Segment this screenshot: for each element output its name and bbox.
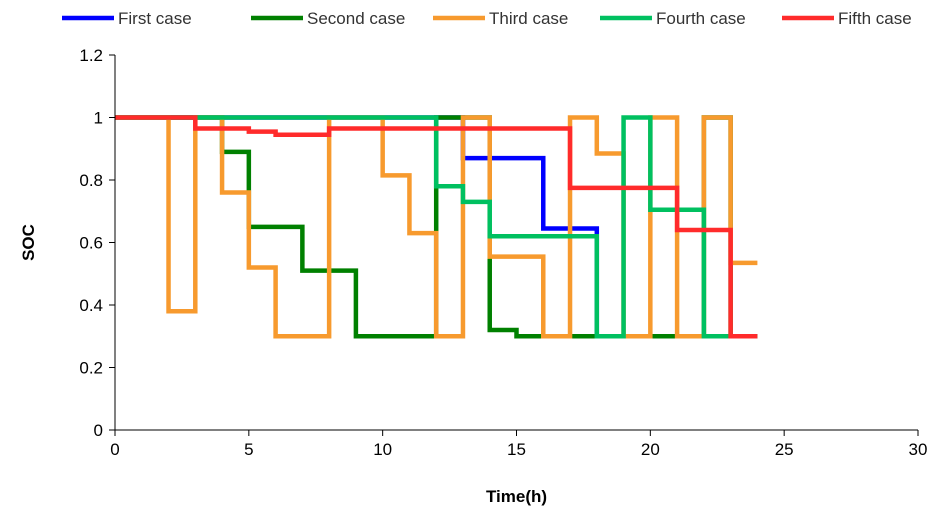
legend-label-5: Fifth case xyxy=(838,9,912,28)
legend-label-4: Fourth case xyxy=(656,9,746,28)
legend: First case Second case Third case Fourth ca… xyxy=(62,9,912,28)
y-tick-label: 0.8 xyxy=(79,171,103,190)
x-tick-label: 25 xyxy=(775,440,794,459)
y-tick-label: 1.2 xyxy=(79,46,103,65)
y-tick-label: 1 xyxy=(94,109,103,128)
series-line-2 xyxy=(115,115,758,339)
y-tick-label: 0.2 xyxy=(79,359,103,378)
series-line-5 xyxy=(115,115,758,339)
x-tick-label: 15 xyxy=(507,440,526,459)
y-axis-title: SOC xyxy=(19,224,38,261)
x-tick-label: 0 xyxy=(110,440,119,459)
y-tick-label: 0.6 xyxy=(79,234,103,253)
y-tick-label: 0 xyxy=(94,421,103,440)
x-tick-label: 5 xyxy=(244,440,253,459)
x-tick-label: 30 xyxy=(909,440,928,459)
legend-label-1: First case xyxy=(118,9,192,28)
x-tick-label: 20 xyxy=(641,440,660,459)
y-tick-label: 0.4 xyxy=(79,296,103,315)
legend-label-3: Third case xyxy=(489,9,568,28)
x-axis-title: Time(h) xyxy=(486,487,547,506)
legend-label-2: Second case xyxy=(307,9,405,28)
axes-layer: 0 5 10 15 20 25 30 0 0.2 0.4 0.6 0.8 1 1.2 xyxy=(79,46,927,459)
x-tick-label: 10 xyxy=(373,440,392,459)
series-line-4 xyxy=(115,115,758,339)
series-layer xyxy=(115,115,758,339)
